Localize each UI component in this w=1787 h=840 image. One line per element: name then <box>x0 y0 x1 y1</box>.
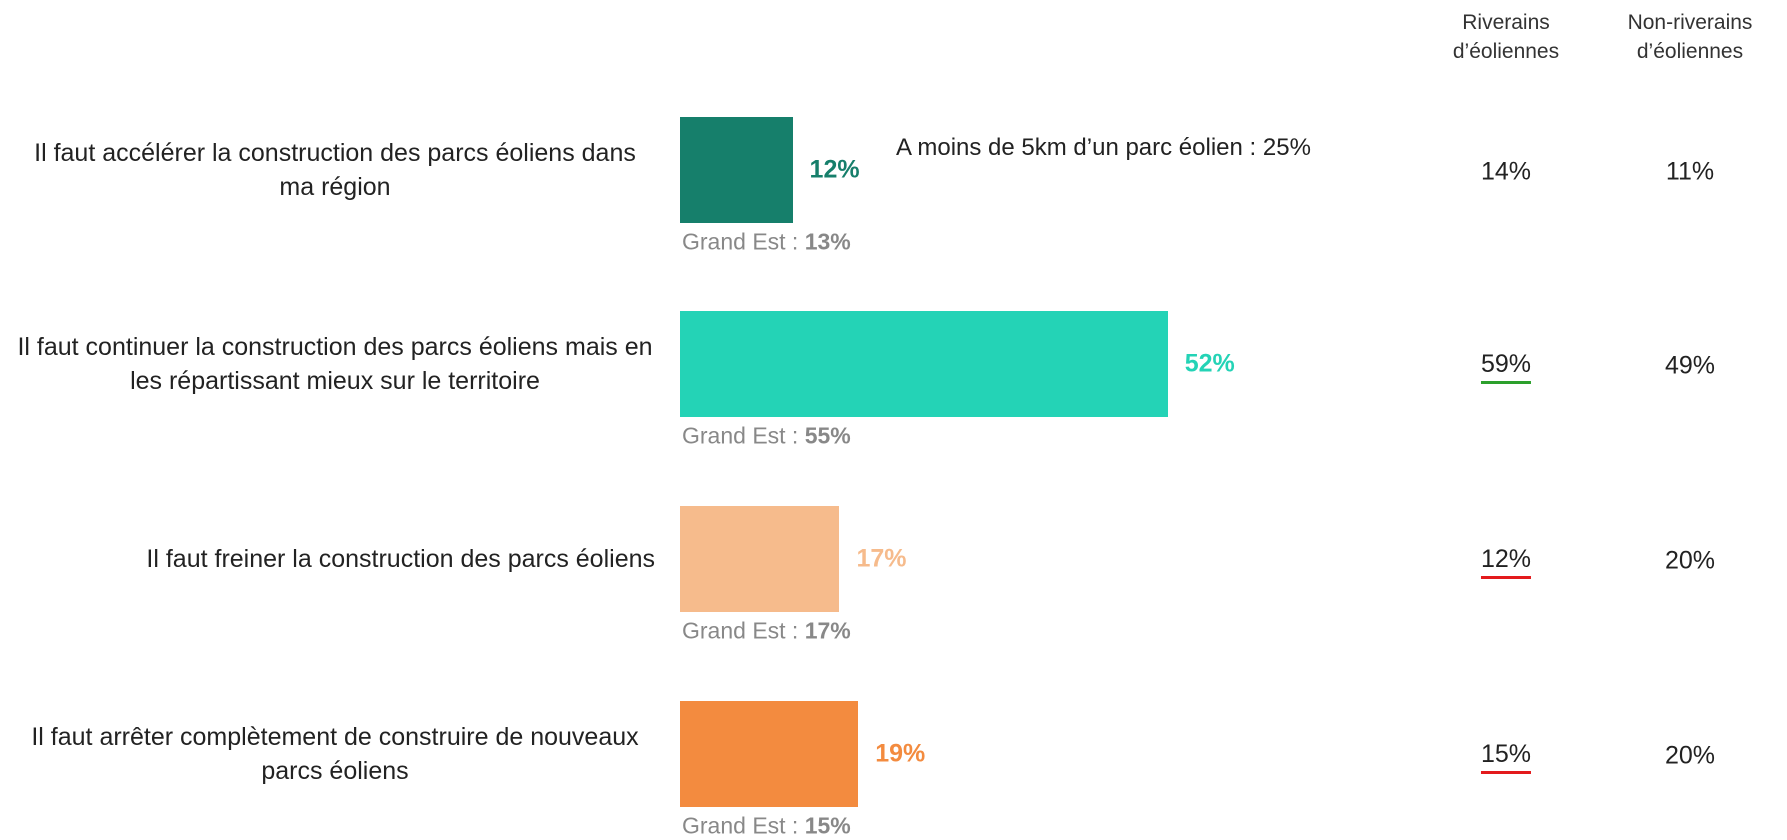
comparison: Grand Est : 15% <box>682 813 851 840</box>
category-label: Il faut freiner la construction des parc… <box>146 545 655 573</box>
column-value: 20% <box>1664 741 1716 770</box>
bar <box>680 701 859 807</box>
value-label: 19% <box>875 739 926 768</box>
bar <box>680 506 840 612</box>
column-value: 49% <box>1664 351 1716 380</box>
column-header: Non-riverains d’éoliennes <box>1627 11 1753 63</box>
column-value: 12% <box>1480 545 1532 579</box>
column-value: 15% <box>1480 740 1532 774</box>
comparison: Grand Est : 17% <box>682 618 851 645</box>
bar <box>680 311 1168 417</box>
category-label: Il faut accélérer la construction des pa… <box>34 139 636 201</box>
comparison-label: Grand Est : <box>682 422 799 449</box>
column-header: Riverains d’éoliennes <box>1452 11 1560 63</box>
value-label: 52% <box>1184 349 1235 378</box>
comparison: Grand Est : 13% <box>682 229 851 256</box>
value-label: 12% <box>809 155 860 184</box>
comparison-label: Grand Est : <box>682 812 799 839</box>
comparison-value: 17% <box>804 617 851 644</box>
category-label: Il faut continuer la construction des pa… <box>17 333 653 395</box>
comparison-label: Grand Est : <box>682 617 799 644</box>
annotation: A moins de 5km d’un parc éolien : 25% <box>896 134 1311 161</box>
column-value: 14% <box>1480 157 1532 186</box>
column-value: 11% <box>1665 157 1715 186</box>
column-value: 20% <box>1664 546 1716 575</box>
comparison-label: Grand Est : <box>682 228 799 255</box>
category-label: Il faut arrêter complètement de construi… <box>31 723 639 785</box>
value-label: 17% <box>856 544 907 573</box>
comparison-value: 15% <box>804 812 851 839</box>
comparison-value: 55% <box>804 422 851 449</box>
comparison: Grand Est : 55% <box>682 423 851 450</box>
column-value: 59% <box>1480 350 1532 384</box>
bar <box>680 117 793 223</box>
comparison-value: 13% <box>804 228 851 255</box>
